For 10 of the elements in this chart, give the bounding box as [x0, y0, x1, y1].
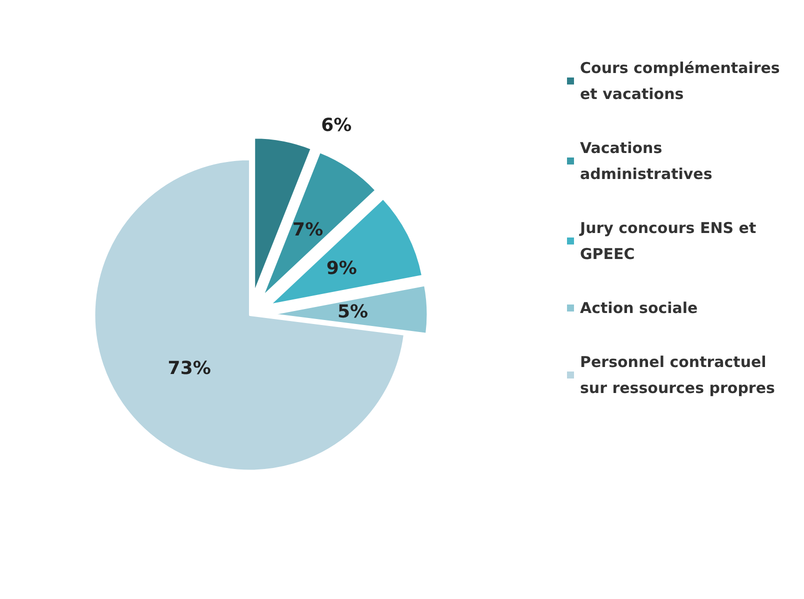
data-label: 6% [321, 115, 352, 136]
data-label: 73% [168, 358, 211, 379]
data-label: 9% [326, 258, 357, 279]
data-label: 5% [338, 301, 368, 322]
legend-label: Personnel contractuel sur ressources propres [580, 353, 775, 397]
legend-label: Action sociale [580, 299, 698, 317]
legend-label: Vacations administratives [580, 139, 712, 183]
legend-label: Cours complémentaires et vacations [580, 59, 786, 103]
legend-label: Jury concours ENS et GPEEC [579, 219, 762, 263]
data-label: 7% [292, 219, 324, 240]
